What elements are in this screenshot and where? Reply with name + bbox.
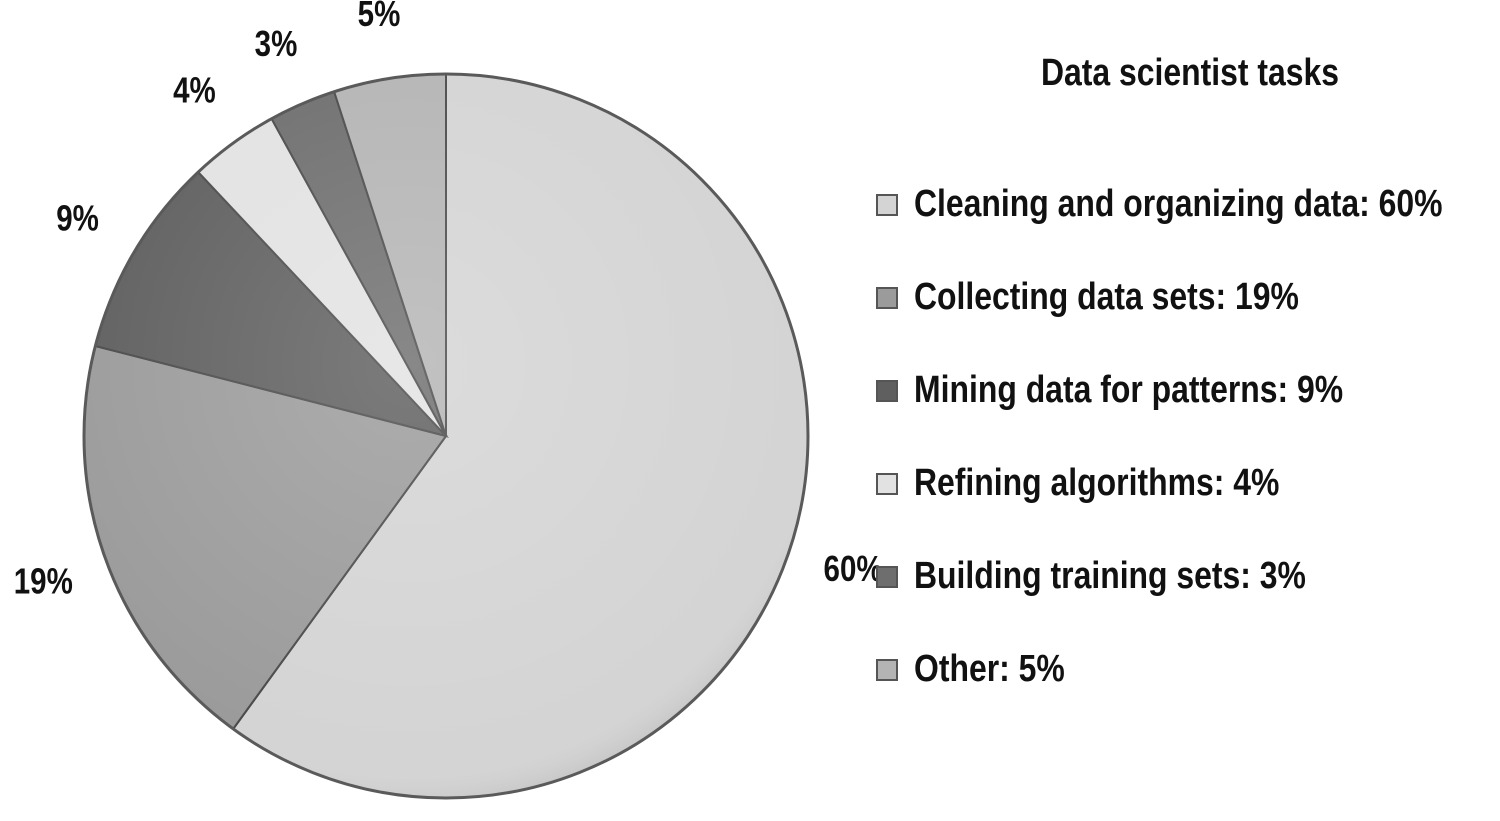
legend-swatch: [876, 472, 898, 495]
legend-label: Mining data for patterns: 9%: [914, 369, 1344, 411]
legend-entry: Cleaning and organizing data: 60%: [876, 158, 1500, 251]
legend-label: Other: 5%: [914, 648, 1065, 690]
legend-entry: Collecting data sets: 19%: [876, 251, 1500, 344]
legend-label: Building training sets: 3%: [914, 555, 1306, 597]
legend-entry: Refining algorithms: 4%: [876, 437, 1500, 530]
pie-data-label: 3%: [255, 23, 298, 63]
pie-data-labels: 60% 19% 9% 4% 3% 5%: [14, 0, 883, 601]
legend-label: Refining algorithms: 4%: [914, 462, 1280, 504]
pie-data-label: 4%: [173, 69, 216, 109]
legend-swatch: [876, 286, 898, 309]
legend: Cleaning and organizing data: 60% Collect…: [876, 158, 1500, 716]
legend-title: Data scientist tasks: [1040, 52, 1340, 94]
legend-label: Cleaning and organizing data: 60%: [914, 183, 1443, 225]
legend-entry: Other: 5%: [876, 623, 1500, 716]
legend-swatch: [876, 565, 898, 588]
pie-data-label: 19%: [14, 561, 73, 601]
pie-rim: [82, 72, 810, 800]
legend-swatch: [876, 379, 898, 402]
legend-swatch: [876, 193, 898, 216]
legend-label: Collecting data sets: 19%: [914, 276, 1299, 318]
pie-data-label: 60%: [824, 548, 883, 588]
pie-data-label: 9%: [56, 198, 99, 238]
legend-swatch: [876, 658, 898, 681]
pie-data-label: 5%: [358, 0, 401, 34]
pie-slices: [83, 72, 809, 799]
legend-entry: Building training sets: 3%: [876, 530, 1500, 623]
legend-entry: Mining data for patterns: 9%: [876, 344, 1500, 437]
